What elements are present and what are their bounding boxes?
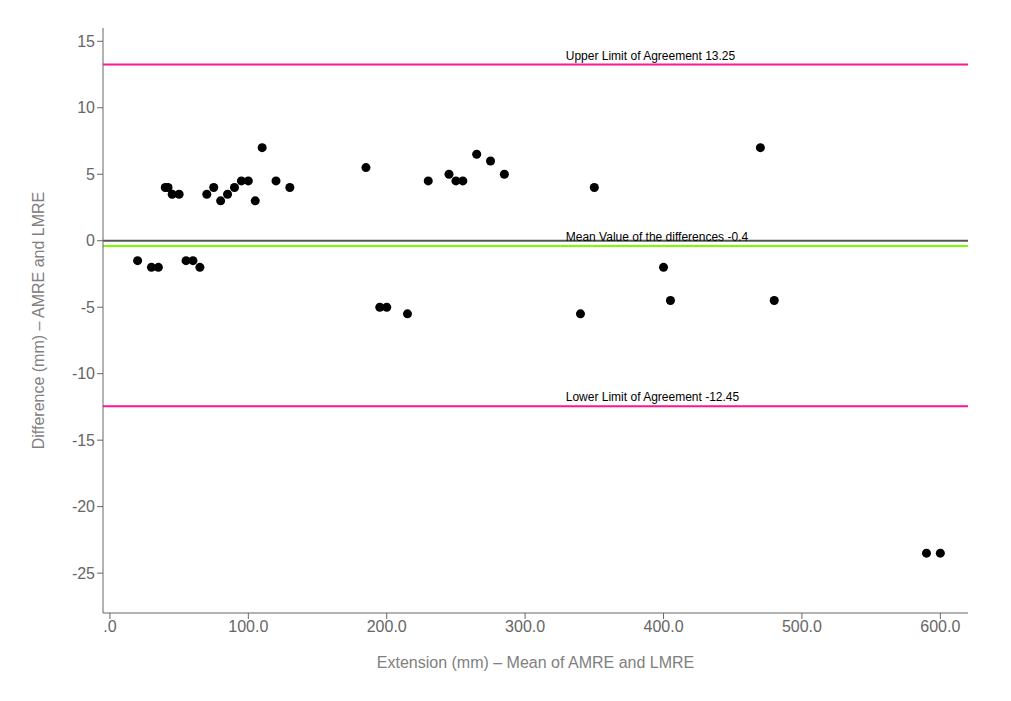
- svg-text:Upper Limit of Agreement 13.25: Upper Limit of Agreement 13.25: [566, 49, 736, 63]
- svg-text:5: 5: [86, 166, 95, 183]
- svg-text:500.0: 500.0: [782, 618, 822, 635]
- svg-text:600.0: 600.0: [920, 618, 960, 635]
- svg-text:15: 15: [77, 33, 95, 50]
- svg-text:.0: .0: [103, 618, 116, 635]
- svg-text:-5: -5: [81, 299, 95, 316]
- svg-text:Difference (mm) – AMRE and LMR: Difference (mm) – AMRE and LMRE: [30, 192, 47, 450]
- svg-text:400.0: 400.0: [643, 618, 683, 635]
- svg-text:Mean Value of the differences: Mean Value of the differences -0.4: [566, 230, 749, 244]
- svg-text:Extension (mm) – Mean of AMRE: Extension (mm) – Mean of AMRE and LMRE: [377, 654, 694, 671]
- svg-text:100.0: 100.0: [228, 618, 268, 635]
- svg-text:-20: -20: [72, 498, 95, 515]
- svg-text:10: 10: [77, 99, 95, 116]
- svg-text:200.0: 200.0: [367, 618, 407, 635]
- svg-text:0: 0: [86, 232, 95, 249]
- svg-text:-10: -10: [72, 365, 95, 382]
- svg-text:-15: -15: [72, 432, 95, 449]
- svg-text:-25: -25: [72, 565, 95, 582]
- svg-text:300.0: 300.0: [505, 618, 545, 635]
- svg-text:Lower Limit of Agreement -12.4: Lower Limit of Agreement -12.45: [566, 390, 740, 404]
